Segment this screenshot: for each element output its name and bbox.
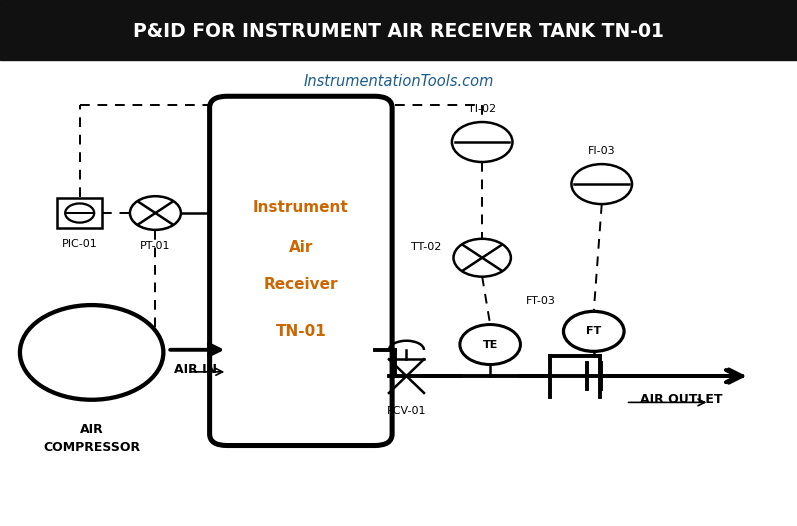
Text: AIR OUTLET: AIR OUTLET	[640, 393, 723, 406]
Text: Air: Air	[289, 240, 313, 255]
Text: Receiver: Receiver	[264, 277, 338, 291]
Text: COMPRESSOR: COMPRESSOR	[43, 441, 140, 454]
Circle shape	[452, 122, 512, 162]
Text: TE: TE	[482, 339, 498, 350]
Text: FT-03: FT-03	[526, 296, 556, 306]
Text: FT: FT	[586, 326, 602, 337]
Text: FI-03: FI-03	[588, 146, 615, 156]
Text: PIC-01: PIC-01	[62, 239, 97, 249]
Text: TT-02: TT-02	[411, 242, 442, 252]
Text: TI-02: TI-02	[468, 104, 497, 114]
Bar	[57, 198, 102, 228]
FancyBboxPatch shape	[210, 96, 392, 446]
Text: AIR IN: AIR IN	[174, 363, 217, 376]
Circle shape	[65, 204, 94, 222]
Bar	[0, 0, 797, 60]
Circle shape	[563, 311, 624, 351]
Text: InstrumentationTools.com: InstrumentationTools.com	[304, 74, 493, 89]
Text: PT-01: PT-01	[140, 241, 171, 251]
Text: TN-01: TN-01	[276, 324, 326, 339]
Circle shape	[130, 196, 181, 230]
Circle shape	[453, 239, 511, 277]
Circle shape	[571, 164, 632, 204]
Circle shape	[20, 305, 163, 400]
Text: Instrument: Instrument	[253, 200, 349, 215]
Text: P&ID FOR INSTRUMENT AIR RECEIVER TANK TN-01: P&ID FOR INSTRUMENT AIR RECEIVER TANK TN…	[133, 22, 664, 41]
Circle shape	[460, 325, 520, 365]
Text: AIR: AIR	[80, 423, 104, 437]
Text: PCV-01: PCV-01	[387, 406, 426, 416]
